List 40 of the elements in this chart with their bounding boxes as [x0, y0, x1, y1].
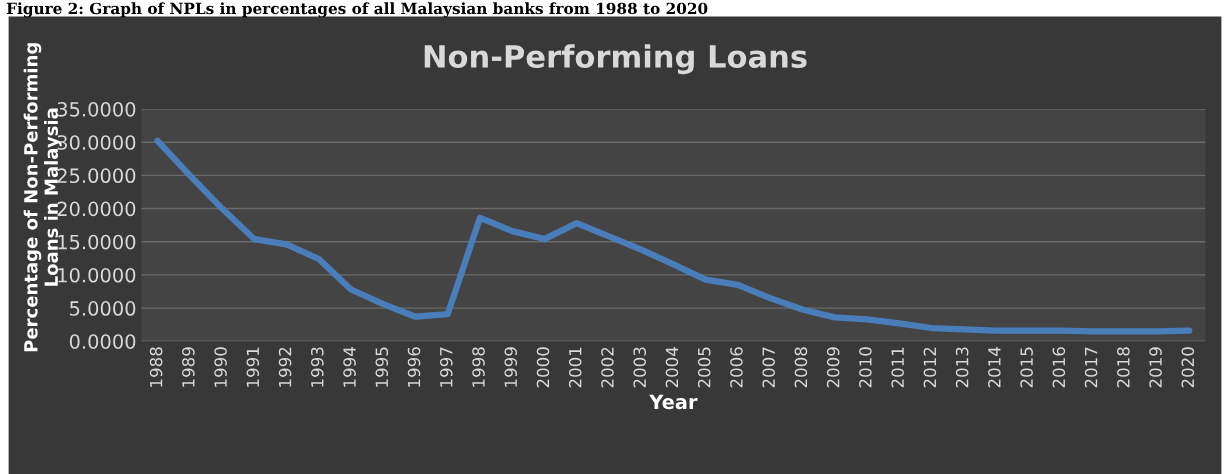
y-tick-label: 20.0000	[57, 201, 136, 217]
x-tick-label: 2009	[826, 347, 840, 388]
x-tick-label: 1999	[504, 347, 518, 387]
x-tick-label: 2017	[1084, 347, 1098, 388]
x-tick-label: 2012	[923, 347, 937, 388]
x-tick-label: 1988	[149, 347, 163, 387]
x-tick-label: 2002	[601, 347, 614, 388]
x-axis-title: Year	[649, 394, 698, 410]
x-tick-label: 1994	[343, 347, 356, 387]
x-tick-label: 2014	[988, 347, 1001, 388]
x-tick-label: 2020	[1181, 347, 1195, 388]
x-tick-label: 1996	[407, 347, 421, 387]
x-tick-label: 1995	[375, 347, 389, 387]
x-tick-label: 2007	[762, 347, 775, 388]
x-tick-label: 1989	[182, 347, 195, 387]
x-tick-label: 1997	[439, 347, 453, 387]
x-tick-label: 2004	[665, 347, 679, 388]
x-tick-label: 1992	[278, 347, 292, 387]
x-tick-label: 2003	[633, 347, 647, 388]
x-tick-label: 2006	[730, 347, 743, 388]
x-tick-label: 2015	[1020, 347, 1033, 388]
x-tick-label: 2000	[536, 347, 550, 388]
x-tick-label: 1991	[246, 347, 260, 387]
x-tick-label: 2001	[568, 347, 582, 388]
x-tick-label: 2005	[697, 347, 711, 388]
x-tick-label: 2011	[891, 347, 904, 388]
x-tick-label: 2018	[1117, 347, 1130, 388]
y-tick-label: 15.0000	[58, 234, 136, 250]
x-tick-label: 1993	[311, 347, 324, 387]
caption: Figure 2: Graph of NPLs in percentages of all Malaysian banks from 1988 to 2020	[6, 2, 708, 18]
x-tick-label: 2008	[794, 347, 808, 388]
x-tick-label: 2010	[859, 347, 872, 388]
x-tick-label: 2016	[1052, 347, 1066, 388]
x-tick-label: 1998	[472, 347, 485, 387]
chart-title: Non-Performing Loans	[424, 44, 807, 75]
y-tick-label: 5.0000	[70, 301, 136, 316]
x-tick-label: 1990	[214, 347, 227, 387]
y-tick-label: 0.0000	[69, 334, 136, 349]
x-tick-label: 2019	[1149, 347, 1162, 388]
x-tick-label: 2013	[955, 347, 969, 388]
